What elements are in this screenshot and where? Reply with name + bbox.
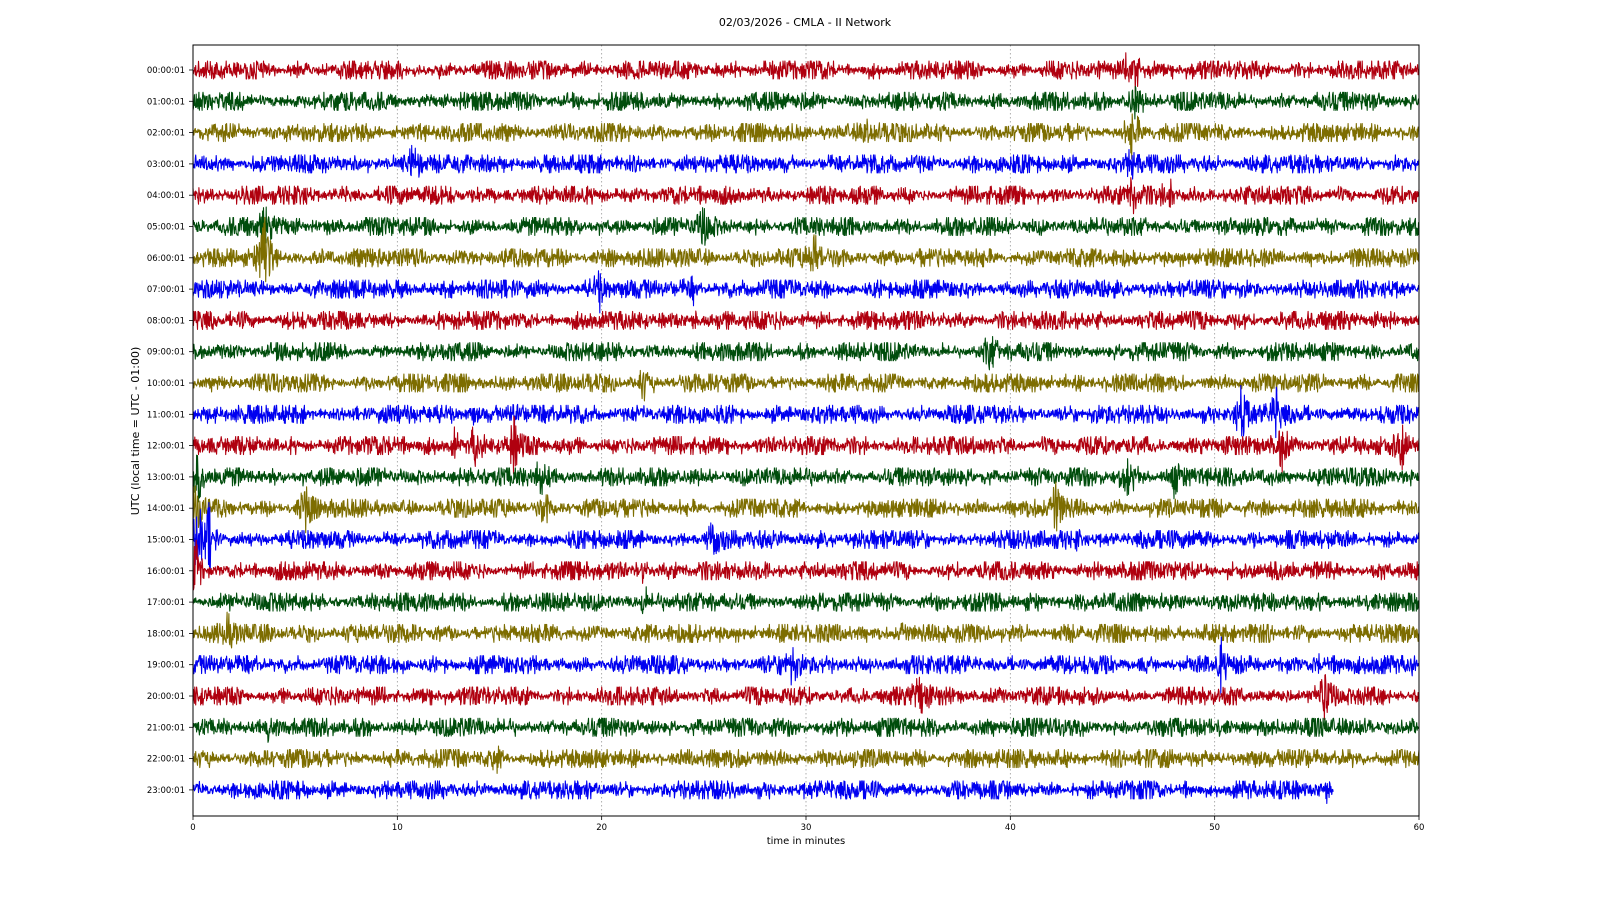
- x-tick-label: 50: [1209, 823, 1220, 833]
- y-tick-label: 01:00:01: [147, 97, 185, 107]
- y-tick-label: 10:00:01: [147, 379, 185, 389]
- trace-row-06-00-01: [192, 216, 1420, 283]
- trace-row-03-00-01: [192, 144, 1420, 180]
- y-tick-label: 06:00:01: [147, 254, 185, 264]
- y-tick-label: 14:00:01: [147, 504, 185, 514]
- x-tick-label: 20: [596, 823, 607, 833]
- x-tick-label: 0: [190, 823, 195, 833]
- y-tick-label: 05:00:01: [147, 223, 185, 233]
- y-tick-label: 13:00:01: [147, 473, 185, 483]
- y-axis-ticks: 00:00:01 01:00:01 02:00:01 03:00:01 04:00:01…: [147, 66, 193, 796]
- trace-row-01-00-01: [192, 85, 1420, 120]
- y-tick-label: 16:00:01: [147, 567, 185, 577]
- grid-lines: [396, 45, 1216, 816]
- trace-row-00-00-01: [192, 52, 1420, 93]
- y-tick-label: 08:00:01: [147, 316, 185, 326]
- trace-row-17-00-01: [192, 586, 1420, 615]
- y-tick-label: 17:00:01: [147, 598, 185, 608]
- x-tick-label: 10: [392, 823, 403, 833]
- y-tick-label: 18:00:01: [147, 629, 185, 639]
- trace-row-20-00-01: [192, 674, 1420, 721]
- trace-row-05-00-01: [192, 206, 1420, 247]
- x-tick-label: 30: [801, 823, 812, 833]
- trace-row-22-00-01: [192, 745, 1420, 774]
- y-tick-label: 07:00:01: [147, 285, 185, 295]
- y-tick-label: 21:00:01: [147, 723, 185, 733]
- trace-row-10-00-01: [192, 369, 1420, 402]
- trace-row-23-00-01: [192, 780, 1334, 805]
- y-tick-label: 04:00:01: [147, 191, 185, 201]
- y-tick-label: 03:00:01: [147, 160, 185, 170]
- y-tick-label: 09:00:01: [147, 348, 185, 358]
- x-axis-label: time in minutes: [767, 836, 846, 847]
- y-tick-label: 19:00:01: [147, 661, 185, 671]
- y-tick-label: 00:00:01: [147, 66, 185, 76]
- y-tick-label: 11:00:01: [147, 410, 185, 420]
- chart-title: 02/03/2026 - CMLA - II Network: [719, 16, 892, 29]
- trace-row-07-00-01: [192, 270, 1420, 314]
- y-tick-label: 22:00:01: [147, 755, 185, 765]
- trace-row-12-00-01: [192, 415, 1420, 475]
- x-axis-ticks: 0 10 20 30 40 50 60: [190, 816, 1424, 833]
- trace-row-21-00-01: [192, 717, 1420, 743]
- y-tick-label: 02:00:01: [147, 129, 185, 139]
- trace-row-11-00-01: [192, 384, 1420, 439]
- trace-row-09-00-01: [192, 335, 1420, 371]
- x-tick-label: 60: [1414, 823, 1425, 833]
- trace-row-18-00-01: [192, 611, 1420, 649]
- trace-row-13-00-01: [192, 454, 1420, 503]
- trace-row-15-00-01: [192, 501, 1420, 569]
- trace-area: [192, 52, 1420, 805]
- y-tick-label: 12:00:01: [147, 442, 185, 452]
- trace-row-08-00-01: [192, 310, 1420, 330]
- trace-row-04-00-01: [192, 177, 1420, 215]
- y-tick-label: 23:00:01: [147, 786, 185, 796]
- trace-row-02-00-01: [192, 113, 1420, 160]
- trace-row-16-00-01: [192, 539, 1420, 591]
- y-tick-label: 20:00:01: [147, 692, 185, 702]
- x-tick-label: 40: [1005, 823, 1016, 833]
- y-tick-label: 15:00:01: [147, 536, 185, 546]
- trace-row-14-00-01: [192, 481, 1420, 543]
- y-axis-label: UTC (local time = UTC - 01:00): [129, 347, 142, 516]
- trace-row-19-00-01: [192, 636, 1420, 696]
